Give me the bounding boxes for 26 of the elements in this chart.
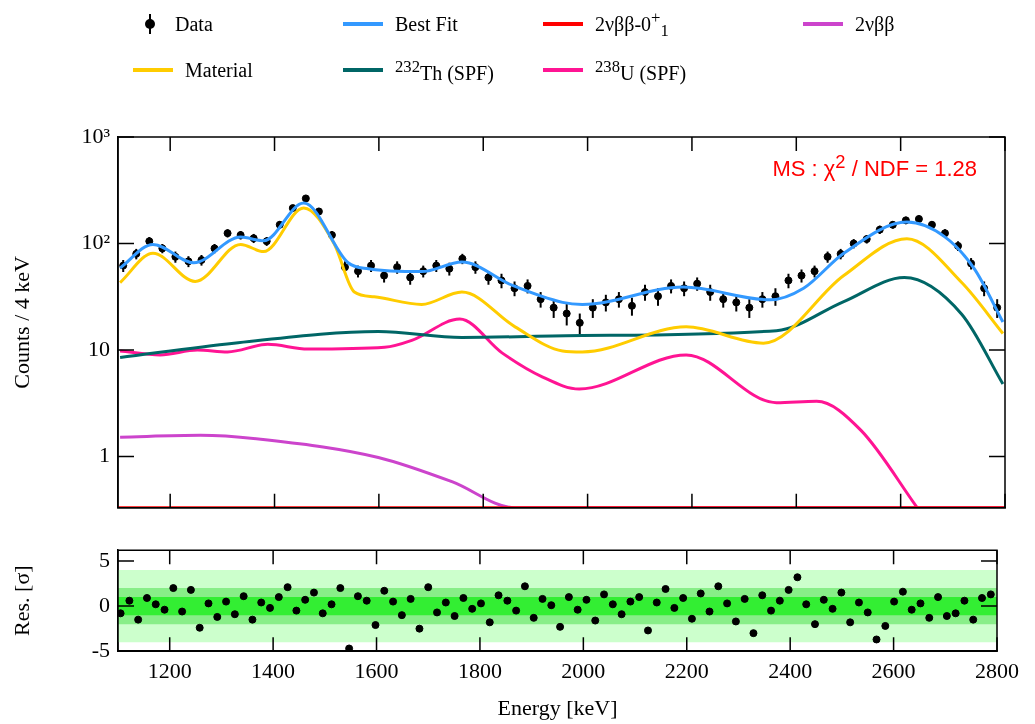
legend-label: Best Fit	[395, 12, 458, 36]
y-tick-label: 10²	[81, 229, 111, 255]
y-tick-label: 10	[88, 335, 110, 361]
y-axis-title: Counts / 4 keV	[8, 255, 34, 389]
legend-label: 2νββ	[855, 12, 895, 36]
legend-label: Material	[185, 58, 253, 82]
x-tick-label: 1600	[354, 658, 399, 684]
x-tick-label: 2800	[975, 658, 1019, 684]
legend-label: $^{238}$U (SPF)	[595, 56, 687, 85]
x-tick-label: 2400	[768, 658, 813, 684]
legend-label: $^{232}$Th (SPF)	[395, 56, 494, 85]
x-tick-label: 2600	[871, 658, 916, 684]
y-tick-label: 0	[99, 591, 110, 617]
y-tick-label: 5	[99, 546, 110, 572]
annotation: MS : χ$^{2}$ / NDF = 1.28	[772, 151, 977, 183]
y-axis-title: Res. [σ]	[8, 565, 34, 636]
x-tick-label: 2000	[561, 658, 606, 684]
x-tick-label: 2200	[664, 658, 709, 684]
legend-label: Data	[175, 12, 213, 36]
x-tick-label: 1200	[147, 658, 192, 684]
x-axis-title: Energy [keV]	[497, 694, 618, 720]
y-tick-label: -5	[91, 636, 110, 662]
x-tick-label: 1400	[251, 658, 296, 684]
y-tick-label: 1	[99, 442, 110, 468]
y-tick-label: 10³	[81, 122, 111, 148]
x-tick-label: 1800	[457, 658, 502, 684]
